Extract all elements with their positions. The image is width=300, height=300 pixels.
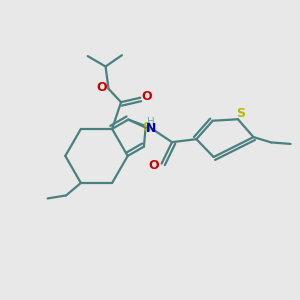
Text: S: S: [142, 121, 152, 134]
Text: H: H: [147, 117, 155, 127]
Text: S: S: [236, 107, 245, 120]
Text: O: O: [97, 81, 107, 94]
Text: O: O: [149, 158, 160, 172]
Text: N: N: [146, 122, 156, 135]
Text: O: O: [142, 90, 152, 103]
